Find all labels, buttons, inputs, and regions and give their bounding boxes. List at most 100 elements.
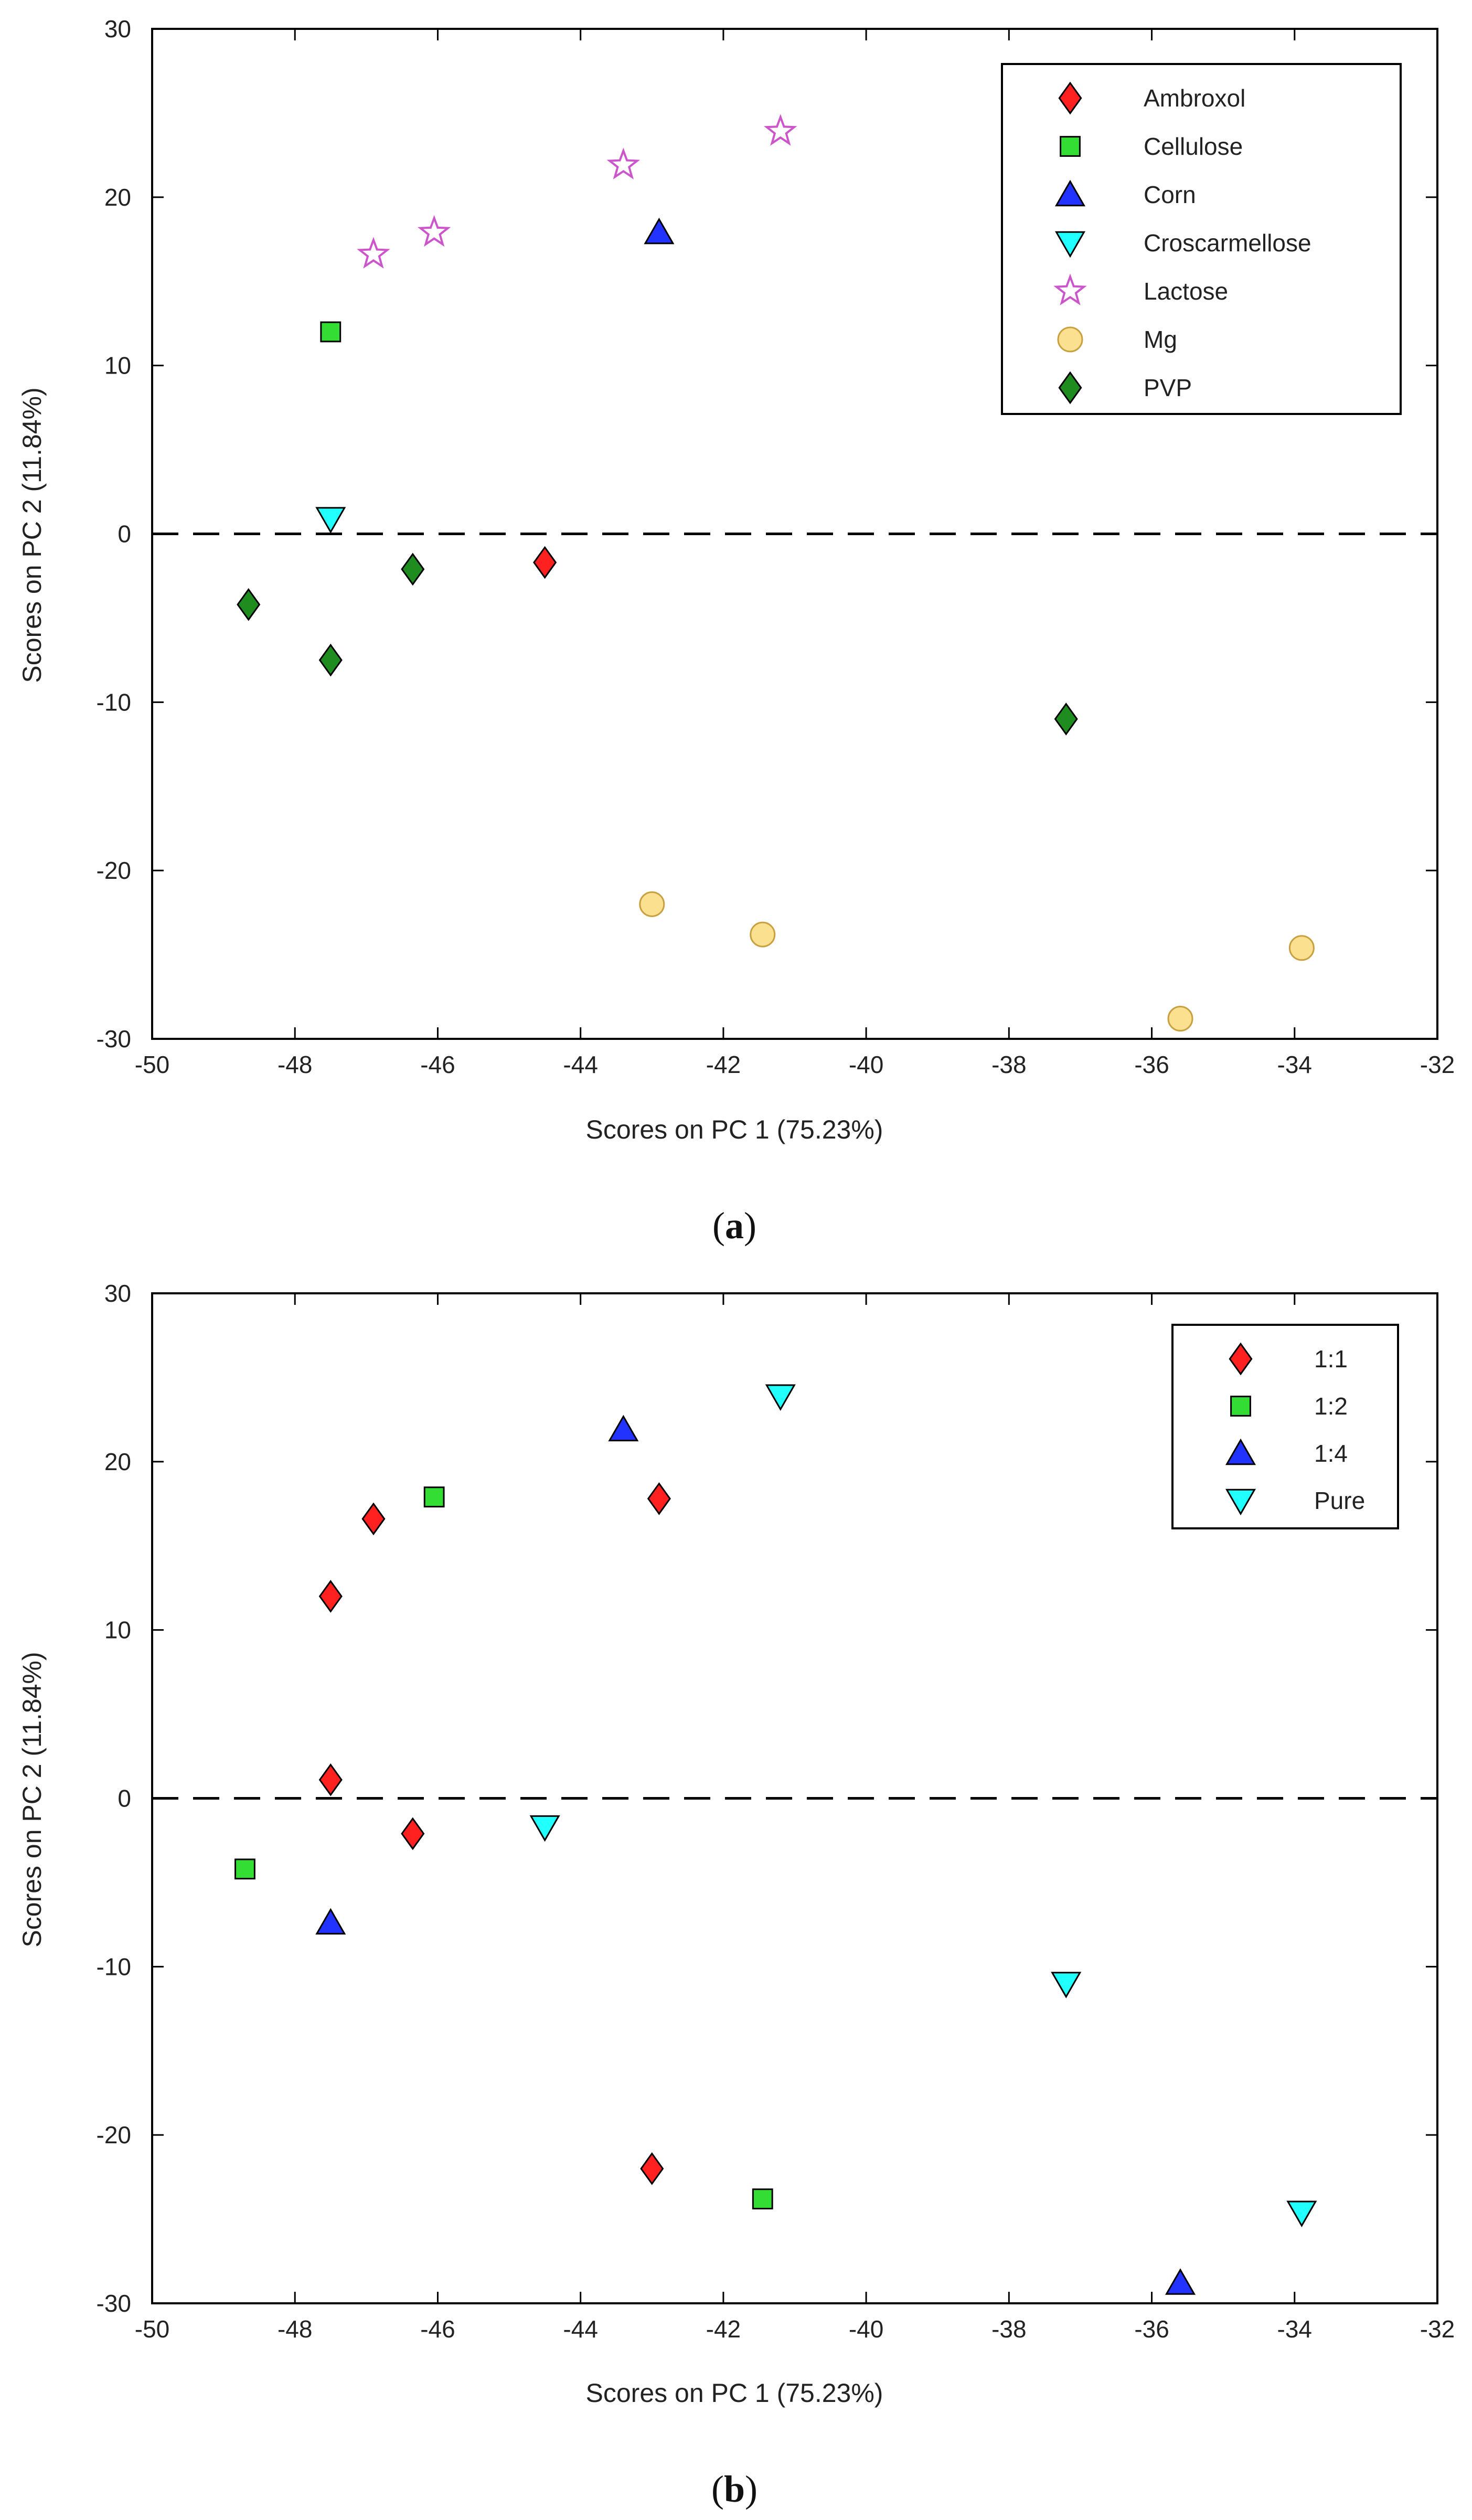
legend-label-1-1: 1:1 [1314,1345,1348,1373]
legend-label-mg: Mg [1144,326,1177,353]
legend: Ambroxol Cellulose Corn Croscarmellose Lacto… [1001,63,1402,415]
legend-marker-1-4 [1225,1438,1256,1465]
data-point-mg [639,891,665,917]
data-point-lactose [417,215,451,247]
legend-marker-mg [1057,326,1083,353]
y-axis-title: Scores on PC 2 (11.84%) [17,387,47,683]
x-tick-label: -48 [278,2315,312,2343]
x-tick-label: -44 [563,1051,598,1078]
y-tick-label: -30 [97,1025,131,1052]
data-point-1-1 [647,1482,671,1515]
legend-marker-ambroxol [1058,81,1082,115]
x-tick-label: -38 [991,2315,1026,2343]
y-tick-label: -30 [97,2290,131,2317]
y-tick-label: -10 [97,1953,131,1980]
data-point-1-4 [608,1415,639,1442]
data-point-pure [1286,2200,1317,2228]
x-axis-title: Scores on PC 1 (75.23%) [586,1115,883,1144]
data-point-mg [1167,1006,1193,1032]
tick-marks [151,1292,1438,2304]
legend: 1:1 1:2 1:4 Pure [1171,1324,1399,1529]
data-point-1-4 [315,1908,346,1935]
y-axis-title: Scores on PC 2 (11.84%) [17,1652,47,1947]
x-tick-label: -44 [563,2315,598,2343]
tick-labels: -50 -48 -46 -44 -42 -40 -38 -36 -34 -32 -30 -20 -10 0… [97,1280,1455,2343]
legend-marker-croscarmellose [1054,231,1086,258]
legend-label-croscarmellose: Croscarmellose [1144,229,1311,257]
legend-label-lactose: Lactose [1144,278,1228,305]
legend-marker-cellulose [1060,136,1081,157]
chart-panel-b: -50 -48 -46 -44 -42 -40 -38 -36 -34 -32 -30 -20 -10 0… [17,1280,1455,2510]
x-tick-label: -50 [135,1051,169,1078]
data-point-mg [1288,935,1315,961]
x-tick-label: -40 [849,1051,883,1078]
data-point-1-1 [361,1502,386,1536]
x-axis-title: Scores on PC 1 (75.23%) [586,2378,883,2408]
data-point-croscarmellose [315,507,346,534]
y-tick-label: 0 [118,1785,131,1812]
legend-label-corn: Corn [1144,181,1196,208]
y-tick-label: 30 [104,1280,131,1307]
data-point-corn [644,217,675,244]
data-point-mg [750,921,776,948]
x-tick-label: -38 [991,1051,1026,1078]
legend-marker-1-2 [1230,1396,1251,1417]
data-point-1-1 [318,1580,343,1613]
data-point-1-2 [752,2188,773,2209]
caption-letter: a [725,1205,744,1247]
legend-label-pure: Pure [1314,1487,1365,1514]
x-tick-label: -32 [1420,2315,1455,2343]
caption-a: (a) [712,1205,756,1247]
x-tick-label: -46 [420,1051,455,1078]
legend-marker-lactose [1053,273,1087,305]
legend-label-1-2: 1:2 [1314,1392,1348,1420]
data-point-pure [765,1384,796,1411]
data-point-pvp [318,643,343,677]
x-tick-label: -36 [1134,1051,1169,1078]
x-tick-label: -48 [278,1051,312,1078]
legend-marker-pure [1225,1488,1256,1516]
x-tick-label: -46 [420,2315,455,2343]
data-point-1-4 [1165,2268,1196,2295]
y-tick-label: 20 [104,1448,131,1475]
x-tick-label: -36 [1134,2315,1169,2343]
legend-label-ambroxol: Ambroxol [1144,84,1245,112]
x-tick-label: -42 [706,2315,741,2343]
legend-marker-1-1 [1229,1342,1253,1376]
data-points [237,114,1315,1032]
x-tick-label: -50 [135,2315,169,2343]
data-point-ambroxol [533,546,557,579]
data-point-pure [1051,1972,1082,1998]
data-point-1-2 [423,1486,445,1508]
legend-marker-pvp [1058,371,1082,405]
caption-letter: b [724,2468,745,2510]
data-point-cellulose [320,321,342,343]
data-point-1-1 [318,1763,343,1796]
y-tick-label: -20 [97,2121,131,2149]
y-tick-label: -10 [97,688,131,716]
y-tick-label: 10 [104,1617,131,1644]
x-tick-label: -34 [1277,2315,1312,2343]
data-point-pvp [1054,703,1078,736]
y-tick-label: 20 [104,184,131,211]
x-tick-label: -34 [1277,1051,1312,1078]
data-point-1-2 [234,1858,255,1880]
x-tick-label: -42 [706,1051,741,1078]
data-point-lactose [357,237,390,269]
legend-marker-corn [1054,179,1086,207]
x-tick-label: -32 [1420,1051,1455,1078]
data-point-pvp [237,588,261,621]
y-tick-label: -20 [97,857,131,884]
chart-panel-a: -50 -48 -46 -44 -42 -40 -38 -36 -34 -32 -30 -20 -10 0… [17,15,1455,1247]
legend-label-cellulose: Cellulose [1144,133,1243,160]
legend-label-pvp: PVP [1144,374,1192,401]
legend-label-1-4: 1:4 [1314,1440,1348,1467]
tick-labels: -50 -48 -46 -44 -42 -40 -38 -36 -34 -32 -30 -20 -10 0… [97,15,1455,1078]
data-point-lactose [764,114,797,146]
data-point-1-1 [401,1817,425,1851]
y-tick-label: 10 [104,352,131,379]
legend-box [1171,1324,1399,1529]
caption-b: (b) [711,2468,758,2510]
data-point-lactose [606,147,641,179]
